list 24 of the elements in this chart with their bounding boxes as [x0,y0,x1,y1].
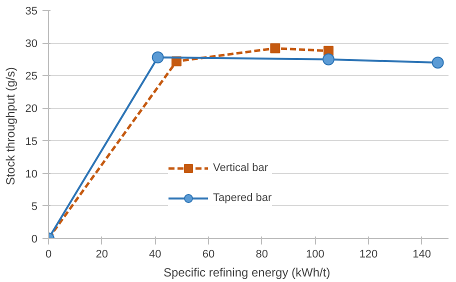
legend-label: Tapered bar [213,192,272,204]
y-tick-label: 5 [31,200,38,213]
y-tick-label: 35 [25,6,38,18]
x-tick-label: 140 [412,248,432,260]
point [152,51,164,64]
point [270,43,280,54]
point [322,53,334,66]
x-axis-title: Specific refining energy (kWh/t) [163,266,330,280]
y-tick-label: 25 [25,70,38,83]
legend-label: Vertical bar [213,162,268,174]
x-tick-label: 100 [306,248,324,260]
y-tick-label: 30 [25,38,38,50]
y-tick-label: 10 [25,168,38,180]
x-tick-label: 60 [202,248,215,260]
y-tick-label: 0 [31,234,38,246]
x-tick-label: 20 [96,248,108,260]
y-axis-title: Stock throughput (g/s) [3,67,18,186]
x-tick-label: 0 [45,248,52,260]
x-tick-label: 120 [359,248,378,260]
x-tick-label: 40 [149,248,162,260]
y-tick-label: 15 [25,136,38,148]
x-tick-label: 80 [256,248,268,260]
y-tick-label: 20 [25,103,38,116]
point [432,56,444,69]
